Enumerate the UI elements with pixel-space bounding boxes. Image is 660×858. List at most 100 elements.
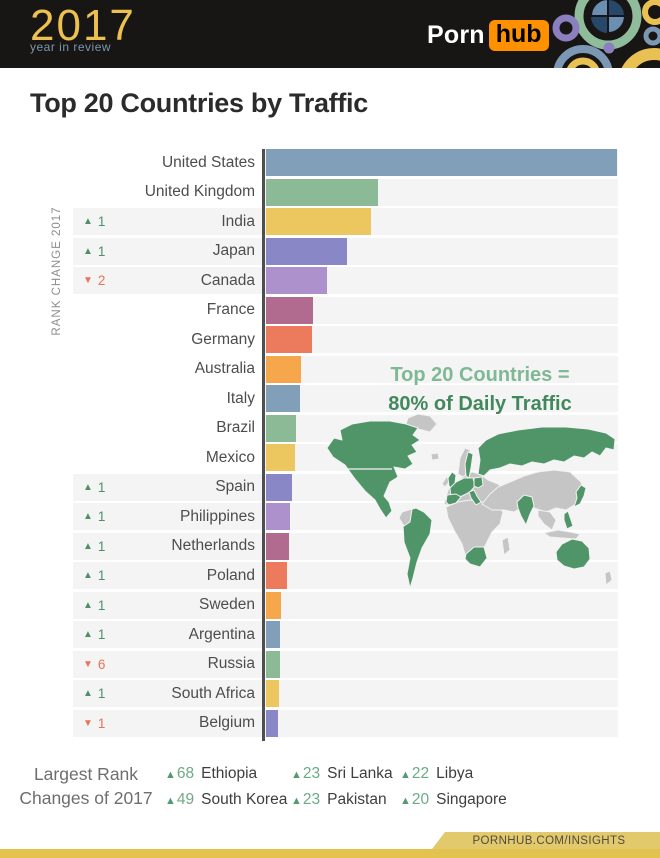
country-label: India xyxy=(221,212,255,230)
logo-year-text: 2017 xyxy=(30,1,136,50)
footer-gold-strip xyxy=(0,849,660,858)
chart-row: France xyxy=(73,296,618,324)
traffic-bar xyxy=(266,208,371,235)
rank-change-indicator: ▲ 1 xyxy=(83,680,105,707)
rank-change-icon: ▲ xyxy=(83,599,93,611)
chart-row: ▲ 1 Poland xyxy=(73,562,618,589)
country-label: Japan xyxy=(212,242,255,259)
country-label: Mexico xyxy=(205,448,255,466)
traffic-bar xyxy=(266,149,617,176)
row-left-strip xyxy=(73,267,264,294)
rank-up-icon: ▲ xyxy=(291,769,302,781)
row-right-strip xyxy=(264,650,618,678)
rank-change-icon: ▲ xyxy=(83,629,93,640)
rank-change-value: 6 xyxy=(97,656,106,672)
row-left-strip xyxy=(73,532,264,560)
rank-change-indicator: ▲ 1 xyxy=(83,474,105,501)
rank-change-value: 1 xyxy=(97,715,106,731)
logo-subtitle-text: year in review xyxy=(30,40,112,54)
chart-row: United Kingdom xyxy=(73,178,618,206)
rank-change-indicator: ▲ 1 xyxy=(83,208,105,235)
traffic-bar xyxy=(266,709,278,737)
rank-change-value: 1 xyxy=(97,243,106,259)
annotation-line2: 80% of Daily Traffic xyxy=(388,393,572,415)
row-right-strip xyxy=(264,562,618,589)
rank-change-value: 1 xyxy=(97,214,106,229)
rank-change-icon: ▲ xyxy=(83,216,93,227)
chart-row: Italy xyxy=(73,385,618,412)
rank-legend-item: ▲ 20 Singapore xyxy=(400,788,507,814)
rank-change-indicator: ▲ 1 xyxy=(83,238,105,265)
decorative-circles xyxy=(552,0,660,68)
chart-row: ▲ 1 Philippines xyxy=(73,503,618,530)
rank-change-indicator: ▲ 1 xyxy=(83,592,105,619)
rank-change-value: 1 xyxy=(97,597,106,613)
chart-row: ▲ 1 Sweden xyxy=(73,591,618,619)
pornhub-logo: Porn hub xyxy=(427,20,549,51)
country-name: Pakistan xyxy=(327,790,387,808)
traffic-bar-chart: United States United Kingdom ▲ 1 India ▲… xyxy=(51,149,618,741)
chart-row: Australia xyxy=(73,355,618,383)
rank-up-icon: ▲ xyxy=(165,794,176,807)
rank-change-icon: ▲ xyxy=(83,481,93,493)
rank-legend-column-2: ▲ 23 Sri Lanka ▲ 23 Pakistan xyxy=(291,762,393,813)
traffic-bar xyxy=(266,650,280,678)
traffic-bar xyxy=(266,296,313,324)
rank-change-indicator: ▼ 1 xyxy=(83,710,105,737)
country-label: Russia xyxy=(207,655,255,672)
rank-change-icon: ▼ xyxy=(83,275,93,286)
row-right-strip xyxy=(264,385,618,412)
footer-url-badge: PORNHUB.COM/INSIGHTS xyxy=(432,832,660,849)
rank-change-icon: ▲ xyxy=(83,511,93,522)
traffic-bar xyxy=(266,267,327,294)
traffic-bar xyxy=(266,621,280,648)
row-right-strip xyxy=(264,621,618,648)
rank-change-value: 23 xyxy=(302,765,321,782)
rank-change-indicator: ▼ 6 xyxy=(83,651,105,678)
rank-change-icon: ▲ xyxy=(83,245,93,257)
rank-change-icon: ▲ xyxy=(83,540,93,552)
rank-legend-title-line2: Changes of 2017 xyxy=(19,787,153,808)
rank-change-value: 1 xyxy=(97,686,106,701)
chart-row: ▼ 2 Canada xyxy=(73,267,618,294)
rank-change-value: 1 xyxy=(97,479,106,495)
row-left-strip xyxy=(73,680,264,707)
country-label: United Kingdom xyxy=(144,183,255,200)
rank-legend-item: ▲ 49 South Korea xyxy=(165,788,287,814)
country-label: Philippines xyxy=(180,507,255,525)
traffic-bar xyxy=(266,414,296,442)
rank-change-indicator: ▲ 1 xyxy=(83,503,105,530)
traffic-bar xyxy=(266,385,300,412)
row-left-strip xyxy=(73,562,264,589)
traffic-bar xyxy=(266,562,287,589)
rank-change-value: 2 xyxy=(97,273,106,288)
country-label: Brazil xyxy=(216,419,255,436)
country-name: Ethiopia xyxy=(201,765,258,782)
country-label: Poland xyxy=(206,566,255,584)
rank-up-icon: ▲ xyxy=(400,769,411,781)
rank-change-icon: ▲ xyxy=(83,570,93,581)
row-right-strip xyxy=(264,296,618,324)
rank-legend-item: ▲ 23 Sri Lanka xyxy=(291,762,393,788)
country-label: Germany xyxy=(191,330,255,348)
page-title: Top 20 Countries by Traffic xyxy=(30,88,368,118)
country-label: Spain xyxy=(215,478,255,495)
rank-change-icon: ▼ xyxy=(83,717,93,729)
footer-url: PORNHUB.COM/INSIGHTS xyxy=(472,834,626,847)
row-left-strip xyxy=(73,591,264,619)
rank-change-value: 20 xyxy=(411,790,430,808)
rank-change-indicator: ▼ 2 xyxy=(83,267,105,294)
rank-legend-column-1: ▲ 68 Ethiopia ▲ 49 South Korea xyxy=(165,762,287,813)
rank-change-icon: ▼ xyxy=(83,658,93,670)
country-label: Canada xyxy=(200,271,255,289)
row-left-strip xyxy=(73,208,264,235)
country-label: Argentina xyxy=(188,625,255,643)
row-right-strip xyxy=(264,326,618,353)
traffic-bar xyxy=(266,237,347,265)
row-left-strip xyxy=(73,237,264,265)
chart-row: ▼ 6 Russia xyxy=(73,650,618,678)
country-label: Belgium xyxy=(199,714,255,731)
rank-legend-column-3: ▲ 22 Libya ▲ 20 Singapore xyxy=(400,762,507,813)
country-label: Italy xyxy=(226,389,255,407)
